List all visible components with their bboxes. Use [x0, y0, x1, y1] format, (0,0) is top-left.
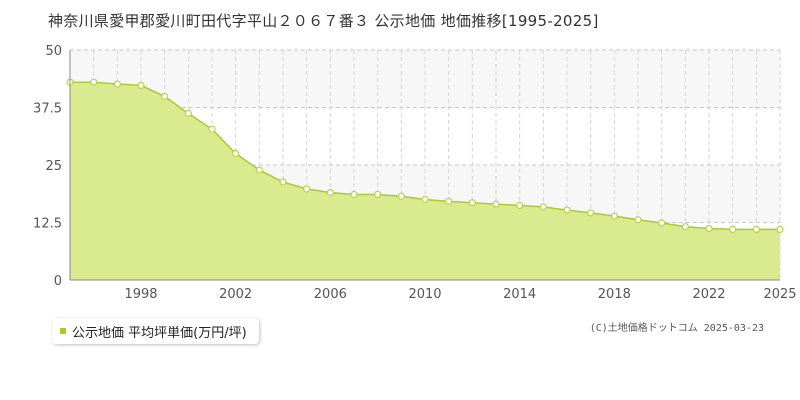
x-tick-label: 2010 [408, 287, 441, 302]
x-tick-label: 2018 [598, 287, 631, 302]
data-point [113, 80, 121, 88]
data-point [303, 185, 311, 193]
data-point [374, 190, 382, 199]
y-tick-label: 25 [45, 159, 62, 174]
legend-label: 公示地価 平均坪単価(万円/坪) [72, 325, 247, 341]
data-point [184, 109, 192, 118]
data-point [658, 219, 666, 227]
chart-labels: 0 12.5 25 37.5 50 1998 2002 2006 2010 2014 2018 202… [33, 44, 797, 302]
data-point [729, 225, 737, 233]
data-point [326, 189, 334, 197]
y-tick-label: 12.5 [33, 217, 62, 232]
data-point [752, 225, 760, 233]
data-point [350, 190, 358, 199]
chart-axes [69, 50, 780, 281]
data-point [587, 209, 595, 217]
x-tick-label: 2022 [692, 287, 725, 302]
chart-title: 神奈川県愛甲郡愛川町田代字平山２０６７番３ 公示地価 地価推移[1995-202… [48, 12, 599, 30]
legend-swatch [60, 328, 66, 334]
data-point [705, 224, 713, 233]
data-point [397, 192, 405, 200]
data-point [137, 81, 145, 90]
y-tick-label: 0 [54, 274, 62, 289]
x-tick-label: 2014 [503, 287, 536, 302]
data-point [445, 197, 453, 205]
data-point [776, 225, 784, 233]
data-point [468, 199, 476, 207]
data-point [279, 178, 287, 186]
data-point [90, 78, 98, 86]
data-point [161, 92, 169, 101]
data-point [610, 212, 618, 220]
data-point [255, 166, 263, 174]
data-point [539, 203, 547, 211]
data-point [208, 125, 216, 133]
y-tick-label: 50 [45, 44, 62, 59]
x-tick-label: 2006 [314, 287, 347, 302]
copyright-credit: (C)土地価格ドットコム 2025-03-23 [589, 323, 764, 334]
x-tick-label: 2002 [219, 287, 252, 302]
data-point [681, 223, 689, 231]
x-tick-label: 1998 [124, 287, 157, 302]
chart-points [66, 78, 784, 233]
x-tick-label: 2025 [763, 287, 796, 302]
data-point [563, 206, 571, 214]
series-area-fill [70, 82, 780, 280]
y-tick-label: 37.5 [33, 102, 62, 117]
data-point [232, 149, 240, 158]
data-point [516, 201, 524, 210]
data-point [421, 195, 429, 204]
chart-legend: 公示地価 平均坪単価(万円/坪) [52, 318, 259, 344]
data-point [492, 200, 500, 208]
data-point [634, 216, 642, 224]
